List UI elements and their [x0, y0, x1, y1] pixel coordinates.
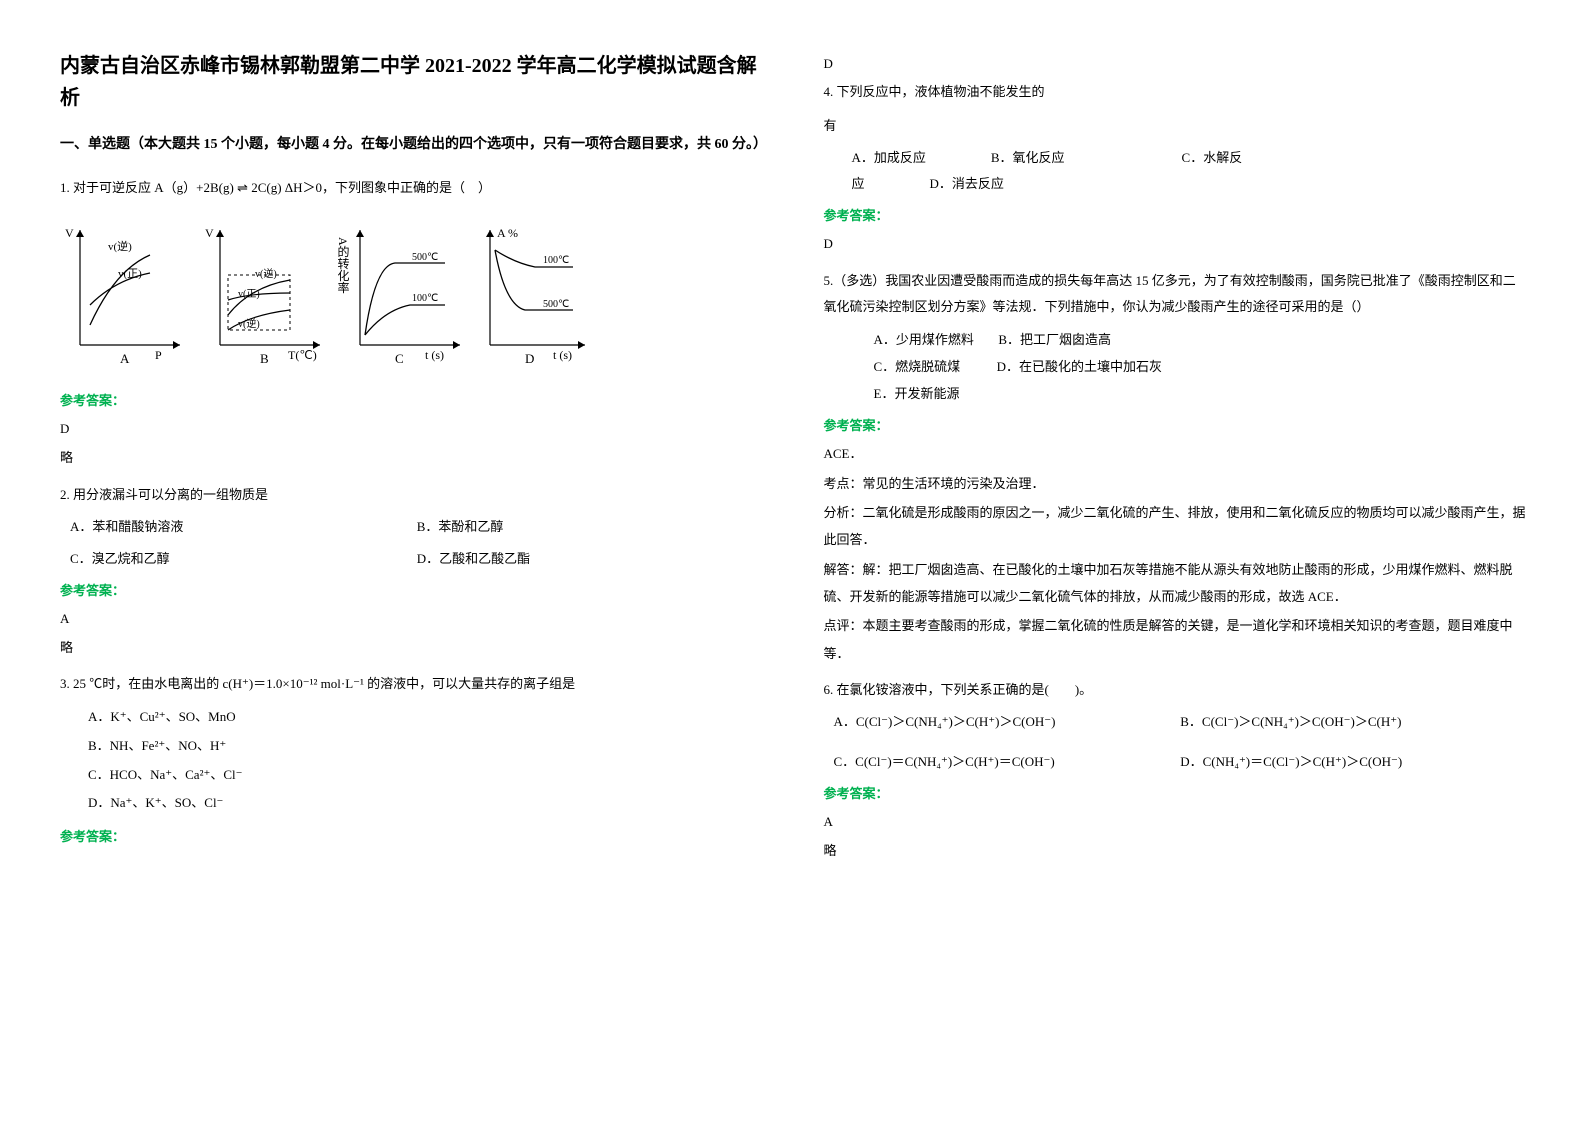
q6-answer: A — [824, 808, 1528, 835]
q5-opt-e: E．开发新能源 — [874, 380, 1528, 407]
graph-d-xlabel: t (s) — [553, 348, 572, 362]
graph-d: A % 100℃ 500℃ t (s) D — [486, 226, 585, 365]
q4-answer: D — [824, 230, 1528, 257]
graph-b-vzh: v(正) — [238, 289, 260, 300]
graph-d-100: 100℃ — [543, 255, 569, 266]
q3-refans-label: 参考答案： — [60, 826, 764, 845]
graph-b-ylabel: V — [205, 226, 214, 240]
graph-a-tag: A — [120, 351, 130, 365]
q4-stem-l1: 4. 下列反应中，液体植物油不能发生的 — [824, 79, 1528, 105]
graph-c-500: 500℃ — [412, 252, 438, 263]
q2-stem: 2. 用分液漏斗可以分离的一组物质是 — [60, 482, 764, 508]
q4-opt-line2: 应 D．消去反应 — [852, 171, 1528, 197]
q6-opt-b: B．C(Cl⁻)＞C(NH₄⁺)＞C(OH⁻)＞C(H⁺) — [1180, 709, 1527, 735]
graph-c-ylabel: A的转化率 — [336, 237, 350, 294]
q5-opt-row1: A．少用煤作燃料 B．把工厂烟囱造高 — [874, 326, 1528, 353]
q5-opt-d: D．在已酸化的土壤中加石灰 — [997, 359, 1162, 374]
q2-answer: A — [60, 605, 764, 632]
q2-refans-label: 参考答案： — [60, 580, 764, 599]
q1-answer: D — [60, 415, 764, 442]
q3-options: A．K⁺、Cu²⁺、SO、MnO B．NH、Fe²⁺、NO、H⁺ C．HCO、N… — [60, 703, 764, 817]
q1-stem: 1. 对于可逆反应 A（g）+2B(g) ⇌ 2C(g) ΔH＞0，下列图象中正… — [60, 175, 764, 201]
q5-kp: 考点：常见的生活环境的污染及治理． — [824, 470, 1528, 497]
right-column: D 4. 下列反应中，液体植物油不能发生的 有 A．加成反应 B．氧化反应 C．… — [824, 50, 1528, 1072]
q4-options: A．加成反应 B．氧化反应 C．水解反 应 D．消去反应 — [824, 145, 1528, 197]
graph-c: A的转化率 500℃ 100℃ t (s) C — [336, 230, 460, 365]
q4-stem-l2: 有 — [824, 113, 1528, 139]
graph-a-xlabel: P — [155, 348, 162, 362]
q5-opt-c: C．燃烧脱硫煤 — [874, 359, 961, 374]
q6-refans-label: 参考答案： — [824, 783, 1528, 802]
q5-opt-b: B．把工厂烟囱造高 — [998, 332, 1111, 347]
graph-b: V v(逆) v(正) v(逆) T(℃) B — [205, 226, 320, 365]
q1-refans-label: 参考答案： — [60, 390, 764, 409]
q3-opt-d: D．Na⁺、K⁺、SO、Cl⁻ — [88, 789, 764, 818]
graph-c-100: 100℃ — [412, 293, 438, 304]
q2-note: 略 — [60, 634, 764, 661]
q5-opt-row2: C．燃烧脱硫煤 D．在已酸化的土壤中加石灰 — [874, 353, 1528, 380]
q3-opt-a: A．K⁺、Cu²⁺、SO、MnO — [88, 703, 764, 732]
q6-opt-c: C．C(Cl⁻)＝C(NH₄⁺)＞C(H⁺)＝C(OH⁻) — [834, 749, 1181, 775]
q5-jd: 解答：解：把工厂烟囱造高、在已酸化的土壤中加石灰等措施不能从源头有效地防止酸雨的… — [824, 556, 1528, 611]
q2-options: A．苯和醋酸钠溶液 B．苯酚和乙醇 C．溴乙烷和乙醇 D．乙酸和乙酸乙酯 — [60, 514, 764, 572]
q4-opt-line1: A．加成反应 B．氧化反应 C．水解反 — [852, 145, 1528, 171]
graph-d-tag: D — [525, 351, 534, 365]
q6-opt-a: A．C(Cl⁻)＞C(NH₄⁺)＞C(H⁺)＞C(OH⁻) — [834, 709, 1181, 735]
q4-refans-label: 参考答案： — [824, 205, 1528, 224]
q2-opt-d: D．乙酸和乙酸乙酯 — [417, 546, 764, 572]
graph-b-xlabel: T(℃) — [288, 348, 317, 362]
q5-answer: ACE． — [824, 440, 1528, 467]
q6-stem: 6. 在氯化铵溶液中，下列关系正确的是( )。 — [824, 677, 1528, 703]
document-title: 内蒙古自治区赤峰市锡林郭勒盟第二中学 2021-2022 学年高二化学模拟试题含… — [60, 50, 764, 114]
q6-options: A．C(Cl⁻)＞C(NH₄⁺)＞C(H⁺)＞C(OH⁻) B．C(Cl⁻)＞C… — [824, 709, 1528, 775]
q5-dp: 点评：本题主要考查酸雨的形成，掌握二氧化硫的性质是解答的关键，是一道化学和环境相… — [824, 612, 1528, 667]
section-1-header: 一、单选题（本大题共 15 个小题，每小题 4 分。在每小题给出的四个选项中，只… — [60, 132, 764, 157]
graph-a-ylabel: V — [65, 226, 74, 240]
graph-b-tag: B — [260, 351, 269, 365]
q2-opt-c: C．溴乙烷和乙醇 — [70, 546, 417, 572]
q6-note: 略 — [824, 837, 1528, 864]
q2-opt-b: B．苯酚和乙醇 — [417, 514, 764, 540]
graph-d-ylabel: A % — [497, 226, 518, 240]
graph-a: V v(逆) v(正) P A — [65, 226, 180, 365]
q5-options: A．少用煤作燃料 B．把工厂烟囱造高 C．燃烧脱硫煤 D．在已酸化的土壤中加石灰… — [824, 326, 1528, 408]
q1-graphs: V v(逆) v(正) P A V v(逆) v(正) — [60, 215, 764, 370]
graph-b-vni: v(逆) — [255, 267, 277, 280]
q6-opt-d: D．C(NH₄⁺)＝C(Cl⁻)＞C(H⁺)＞C(OH⁻) — [1180, 749, 1527, 775]
q3-stem: 3. 25 ℃时，在由水电离出的 c(H⁺)＝1.0×10⁻¹² mol·L⁻¹… — [60, 671, 764, 697]
graph-a-vni: v(逆) — [108, 239, 132, 253]
left-column: 内蒙古自治区赤峰市锡林郭勒盟第二中学 2021-2022 学年高二化学模拟试题含… — [60, 50, 764, 1072]
q2-opt-a: A．苯和醋酸钠溶液 — [70, 514, 417, 540]
q5-opt-a: A．少用煤作燃料 — [874, 332, 974, 347]
q3-opt-b: B．NH、Fe²⁺、NO、H⁺ — [88, 732, 764, 761]
graph-c-xlabel: t (s) — [425, 348, 444, 362]
q5-fx: 分析：二氧化硫是形成酸雨的原因之一，减少二氧化硫的产生、排放，使用和二氧化硫反应… — [824, 499, 1528, 554]
q3-opt-c: C．HCO、Na⁺、Ca²⁺、Cl⁻ — [88, 761, 764, 790]
q3-answer: D — [824, 50, 1528, 77]
graph-c-tag: C — [395, 351, 404, 365]
graph-b-vni2: v(逆) — [238, 317, 260, 330]
q5-refans-label: 参考答案： — [824, 415, 1528, 434]
q1-note: 略 — [60, 444, 764, 471]
graph-a-vzh: v(正) — [118, 268, 142, 280]
q5-stem: 5.（多选）我国农业因遭受酸雨而造成的损失每年高达 15 亿多元，为了有效控制酸… — [824, 268, 1528, 320]
graph-d-500: 500℃ — [543, 299, 569, 310]
